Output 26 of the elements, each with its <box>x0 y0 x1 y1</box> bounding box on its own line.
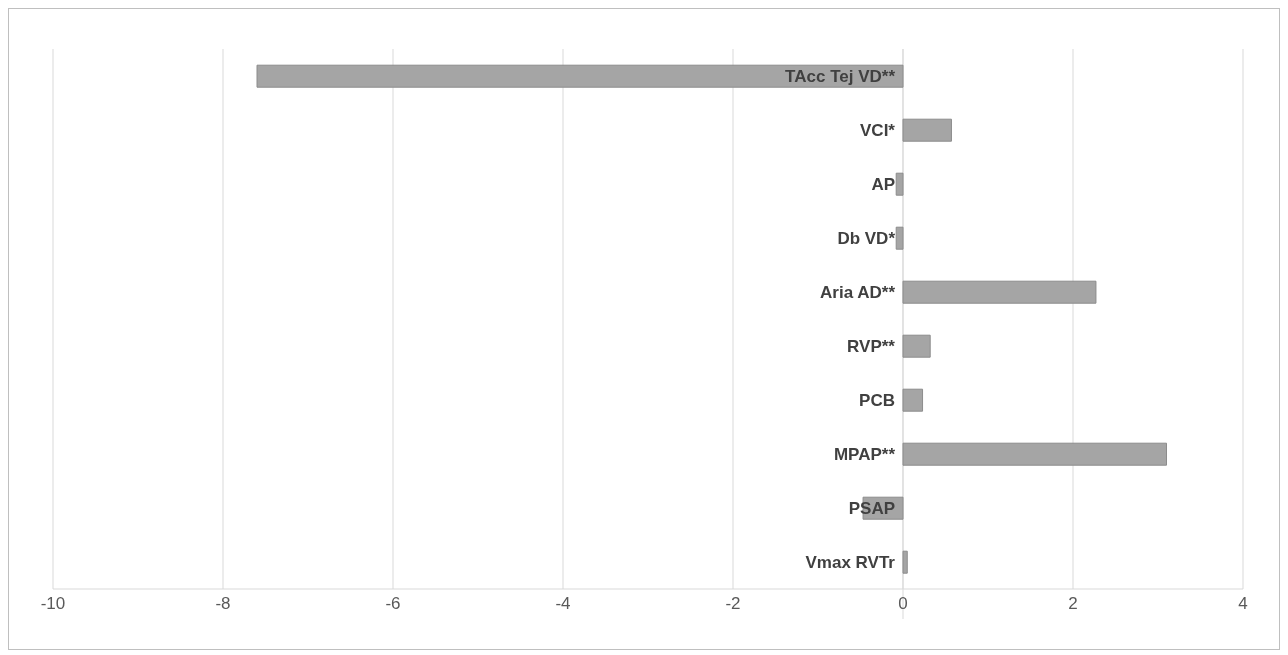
y-tick-label: VCI* <box>860 121 896 140</box>
bar <box>256 64 904 88</box>
y-tick-label: Vmax RVTr <box>805 553 896 572</box>
bar <box>902 388 924 412</box>
x-tick-label: -10 <box>40 594 66 614</box>
y-tick-label: MPAP** <box>833 445 896 464</box>
y-tick-label: TAcc Tej VD** <box>785 67 896 86</box>
y-tick-label: Db VD* <box>837 229 896 248</box>
x-tick-label: 4 <box>1238 594 1248 614</box>
y-tick-label: PCB <box>859 391 895 410</box>
bar <box>902 118 952 142</box>
x-tick-label: -4 <box>555 594 571 614</box>
x-tick-label: 2 <box>1068 594 1078 614</box>
bar <box>902 550 908 574</box>
bar <box>895 226 904 250</box>
y-tick-label: Aria AD** <box>820 283 896 302</box>
y-tick-label: AP <box>871 175 895 194</box>
bar <box>902 442 1167 466</box>
x-tick-label: 0 <box>898 594 908 614</box>
bar <box>902 280 1097 304</box>
x-tick-label: -6 <box>385 594 401 614</box>
y-tick-label: RVP** <box>847 337 896 356</box>
x-tick-label: -2 <box>725 594 741 614</box>
x-tick-label: -8 <box>215 594 231 614</box>
bar <box>895 172 904 196</box>
bar <box>902 334 931 358</box>
